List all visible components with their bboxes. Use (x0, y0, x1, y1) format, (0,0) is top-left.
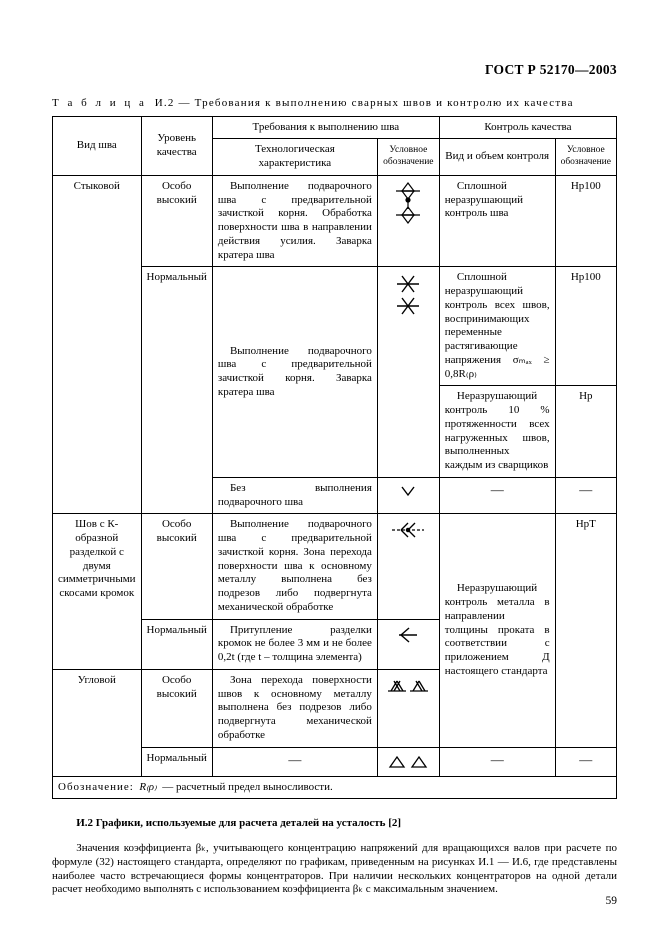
weld-icon (396, 483, 420, 499)
table-row: Стыковой Особо высокий Выполнение подвар… (53, 175, 617, 267)
cell-level: Нормальный (141, 619, 212, 669)
cell-tech: Без выполнения подварочного шва (212, 477, 377, 514)
weld-icon (393, 272, 423, 318)
th-ctrl: Контроль качества (439, 116, 616, 139)
weld-icon (390, 519, 426, 541)
cell-symbol (377, 175, 439, 267)
cell-level: Нормальный (141, 267, 212, 514)
table-row: Шов с К-образной разделкой с двумя симме… (53, 514, 617, 619)
th-req: Требования к выполнению шва (212, 116, 439, 139)
table-footnote: Обозначение: R₍ρ₎ — расчетный предел вын… (53, 776, 617, 799)
footnote-symbol: R₍ρ₎ (139, 781, 156, 793)
body-paragraph: Значения коэффициента βₖ, учитывающего к… (52, 842, 617, 897)
cell-seam: Шов с К-образной разделкой с двумя симме… (53, 514, 142, 670)
cell-ctrl-sym: НрТ (555, 514, 616, 747)
cell-tech: Выполнение подварочного шва с предварите… (212, 514, 377, 619)
weld-icon (386, 675, 430, 695)
caption-prefix: Т а б л и ц а (52, 97, 147, 109)
cell-level: Особо высокий (141, 669, 212, 747)
weld-icon (395, 625, 421, 645)
page-number: 59 (606, 894, 618, 908)
header-row-1: Вид шва Уровень качества Требования к вы… (53, 116, 617, 139)
cell-ctrl-sym: Нр100 (555, 175, 616, 267)
cell-dash: — (555, 747, 616, 776)
cell-dash: — (555, 477, 616, 514)
weld-icon (392, 181, 424, 225)
weld-icon (386, 753, 430, 771)
th-ctrl-sym: Условное обозначение (555, 139, 616, 176)
th-seam: Вид шва (53, 116, 142, 175)
cell-symbol (377, 669, 439, 747)
table-caption: Т а б л и ц а И.2 — Требования к выполне… (52, 97, 617, 111)
cell-symbol (377, 747, 439, 776)
cell-level: Особо высокий (141, 175, 212, 267)
cell-ctrl: Неразрушающий контроль металла в направл… (439, 514, 555, 747)
cell-ctrl: Сплошной неразрушающий контроль шва (439, 175, 555, 267)
cell-tech: Притупление разделки кромок не более 3 м… (212, 619, 377, 669)
cell-dash: — (212, 747, 377, 776)
cell-ctrl-sym: Нр100 (555, 267, 616, 386)
requirements-table: Вид шва Уровень качества Требования к вы… (52, 116, 617, 800)
cell-tech: Выполнение подварочного шва с предварите… (212, 175, 377, 267)
cell-symbol (377, 514, 439, 619)
table-footnote-row: Обозначение: R₍ρ₎ — расчетный предел вын… (53, 776, 617, 799)
cell-ctrl-sym: Нр (555, 386, 616, 478)
cell-symbol (377, 619, 439, 669)
cell-seam: Стыковой (53, 175, 142, 514)
cell-tech: Выполнение подварочного шва с предварите… (212, 267, 377, 478)
footnote-text: — расчетный предел выносливости. (162, 781, 333, 793)
footnote-label: Обозначение: (58, 781, 134, 793)
cell-tech: Зона перехода поверхности швов к основно… (212, 669, 377, 747)
cell-dash: — (439, 747, 555, 776)
section-title: И.2 Графики, используемые для расчета де… (52, 817, 617, 831)
cell-symbol (377, 267, 439, 478)
cell-dash: — (439, 477, 555, 514)
cell-level: Нормальный (141, 747, 212, 776)
th-level: Уровень качества (141, 116, 212, 175)
cell-level: Особо высокий (141, 514, 212, 619)
th-ctrl-type: Вид и объем контроля (439, 139, 555, 176)
cell-ctrl: Сплошной неразрушающий контроль всех шво… (439, 267, 555, 386)
cell-seam: Угловой (53, 669, 142, 776)
caption-text: И.2 — Требования к выполнению сварных шв… (155, 97, 574, 109)
document-id: ГОСТ Р 52170—2003 (52, 62, 617, 79)
th-sym: Условное обозначение (377, 139, 439, 176)
cell-symbol (377, 477, 439, 514)
cell-ctrl: Неразрушающий контроль 10 % протяженност… (439, 386, 555, 478)
th-tech: Технологическая характеристика (212, 139, 377, 176)
